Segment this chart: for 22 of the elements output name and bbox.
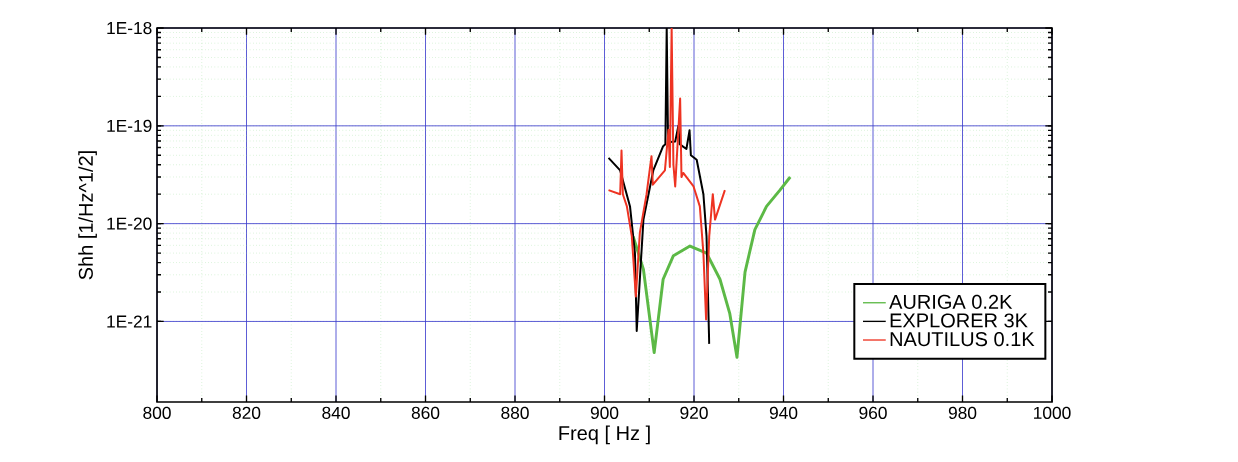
x-tick-label: 900 — [590, 406, 619, 420]
x-tick-label: 920 — [680, 406, 708, 420]
x-tick-label: 940 — [769, 406, 798, 420]
y-tick-label: 1E-20 — [107, 217, 152, 230]
y-tick-label: 1E-19 — [107, 119, 152, 132]
legend-label: EXPLORER 3K — [890, 313, 1028, 328]
line-series — [607, 28, 726, 321]
x-tick-label: 860 — [411, 406, 440, 420]
y-axis-title: Shh [1/Hz^1/2] — [78, 151, 97, 280]
legend-label: AURIGA 0.2K — [889, 294, 1013, 309]
y-tick-label: 1E-21 — [107, 315, 152, 328]
x-tick-label: 800 — [143, 406, 171, 420]
x-tick-label: 1000 — [1034, 406, 1071, 420]
x-tick-label: 840 — [322, 406, 350, 420]
x-axis-title: Freq [ Hz ] — [559, 425, 650, 445]
line-series — [631, 175, 792, 359]
x-tick-label: 880 — [501, 406, 529, 420]
legend-label: NAUTILUS 0.1K — [890, 332, 1035, 347]
y-tick-label: 1E-18 — [107, 21, 152, 35]
x-tick-label: 960 — [859, 406, 887, 420]
x-tick-label: 980 — [948, 406, 977, 420]
x-tick-label: 820 — [232, 406, 261, 420]
